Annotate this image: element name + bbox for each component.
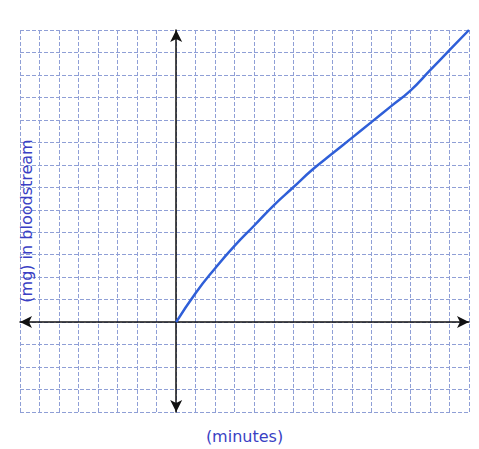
svg-text:(mg) in bloodstream: (mg) in bloodstream	[17, 139, 36, 302]
svg-text:(minutes): (minutes)	[206, 427, 283, 446]
